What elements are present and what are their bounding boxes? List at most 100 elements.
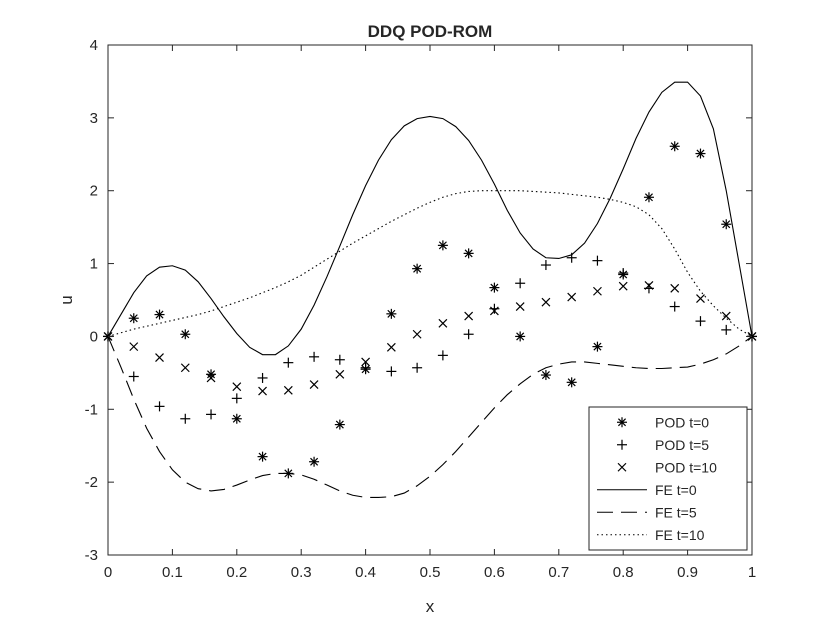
legend-label: FE t=5 [655, 504, 697, 520]
data-point-pod-t-0 [515, 331, 526, 342]
data-point-pod-t-5 [386, 366, 397, 377]
data-point-pod-t-5 [669, 301, 680, 312]
y-tick-label: 4 [90, 37, 98, 54]
data-point-pod-t-10 [618, 281, 628, 291]
data-point-pod-t-10 [309, 380, 319, 389]
data-point-pod-t-10 [515, 302, 525, 311]
data-point-pod-t-0 [721, 219, 732, 230]
data-point-pod-t-10 [464, 311, 474, 321]
data-point-pod-t-10 [696, 294, 705, 303]
x-tick-label: 1 [748, 564, 756, 581]
data-point-pod-t-5 [154, 401, 165, 412]
y-tick-label: 2 [90, 183, 98, 200]
data-point-pod-t-0 [489, 282, 500, 293]
y-tick-label: -1 [85, 401, 98, 418]
data-point-pod-t-0 [257, 451, 268, 462]
series-fe-t-10-line [107, 190, 753, 337]
data-point-pod-t-0 [180, 329, 191, 340]
data-point-pod-t-10 [567, 292, 577, 302]
data-point-pod-t-0 [540, 370, 551, 381]
data-point-pod-t-10 [541, 297, 551, 307]
x-tick-label: 0.3 [291, 564, 312, 581]
x-tick-label: 0.4 [355, 564, 376, 581]
data-point-pod-t-5 [515, 278, 526, 289]
y-tick-label: 3 [90, 110, 98, 127]
data-point-pod-t-5 [206, 409, 217, 420]
x-tick-label: 0.5 [420, 564, 441, 581]
x-tick-label: 0 [104, 564, 112, 581]
y-tick-label: 0 [90, 328, 98, 345]
data-point-pod-t-5 [334, 354, 345, 365]
legend-item-pod-t-0: POD t=0 [617, 414, 709, 430]
data-point-pod-t-10 [489, 306, 499, 316]
data-point-pod-t-0 [386, 308, 397, 319]
x-tick-label: 0.6 [484, 564, 505, 581]
x-tick-label: 0.9 [677, 564, 698, 581]
data-point-pod-t-5 [540, 260, 551, 271]
data-point-pod-t-0 [695, 148, 706, 159]
data-point-pod-t-0 [231, 413, 242, 424]
x-axis: 0 0.1 0.2 0.3 0.4 0.5 0.6 0.7 0.8 0.9 1 [104, 45, 756, 581]
legend-box [588, 406, 748, 551]
data-point-pod-t-5 [231, 393, 242, 404]
legend: POD t=0 POD t=5 POD t=10 FE t=0 FE t=5 FE t=1… [588, 406, 748, 551]
series-pod-t-10-markers [103, 281, 757, 396]
chart-title: DDQ POD-ROM [368, 22, 493, 41]
data-point-pod-t-10 [180, 363, 190, 373]
data-point-pod-t-0 [566, 377, 577, 388]
legend-item-fe-t-10: FE t=10 [597, 527, 705, 543]
data-point-pod-t-5 [721, 324, 732, 335]
data-point-pod-t-0 [437, 240, 448, 251]
legend-swatch [617, 417, 627, 428]
y-tick-label: 1 [90, 256, 98, 273]
data-point-pod-t-0 [334, 419, 345, 430]
data-point-pod-t-5 [360, 362, 371, 373]
data-point-pod-t-0 [154, 309, 165, 320]
data-point-pod-t-10 [283, 385, 293, 395]
legend-item-fe-t-5: FE t=5 [597, 504, 697, 520]
x-tick-label: 0.8 [613, 564, 634, 581]
legend-swatch [617, 439, 627, 450]
data-point-pod-t-10 [644, 281, 654, 290]
data-point-pod-t-5 [257, 372, 268, 383]
data-point-pod-t-5 [437, 350, 448, 361]
data-point-pod-t-10 [155, 353, 164, 362]
data-point-pod-t-0 [412, 263, 423, 274]
x-tick-label: 0.1 [162, 564, 183, 581]
x-tick-label: 0.2 [226, 564, 247, 581]
legend-item-pod-t-10: POD t=10 [617, 459, 717, 475]
legend-swatch [617, 462, 627, 472]
x-tick-label: 0.7 [548, 564, 569, 581]
series-fe-t-5-line [107, 335, 753, 498]
legend-item-pod-t-5: POD t=5 [617, 437, 709, 453]
data-point-pod-t-5 [618, 268, 629, 279]
data-point-pod-t-0 [283, 468, 294, 479]
legend-label: POD t=10 [655, 459, 717, 475]
data-point-pod-t-5 [180, 413, 191, 424]
data-point-pod-t-0 [463, 248, 474, 259]
y-axis-label: u [57, 295, 76, 304]
data-point-pod-t-10 [721, 311, 731, 321]
data-point-pod-t-5 [283, 357, 294, 368]
data-point-pod-t-5 [592, 255, 603, 266]
data-point-pod-t-10 [335, 369, 345, 379]
data-point-pod-t-10 [438, 318, 448, 328]
y-tick-label: -3 [85, 547, 98, 564]
data-point-pod-t-10 [361, 357, 371, 367]
series-pod-t-0-markers [103, 141, 757, 479]
x-axis-label: x [426, 597, 435, 616]
legend-label: FE t=0 [655, 482, 697, 498]
data-point-pod-t-0 [669, 141, 680, 152]
data-point-pod-t-5 [695, 316, 706, 327]
data-point-pod-t-5 [463, 329, 474, 340]
data-point-pod-t-5 [128, 371, 139, 382]
y-axis: -3 -2 -1 0 1 2 3 4 [85, 37, 752, 564]
legend-item-fe-t-0: FE t=0 [597, 482, 697, 498]
y-tick-label: -2 [85, 474, 98, 491]
data-point-pod-t-5 [412, 362, 423, 373]
data-point-pod-t-10 [232, 382, 242, 392]
plot-area [103, 44, 757, 556]
legend-label: FE t=10 [655, 527, 705, 543]
series-lines [107, 81, 753, 498]
